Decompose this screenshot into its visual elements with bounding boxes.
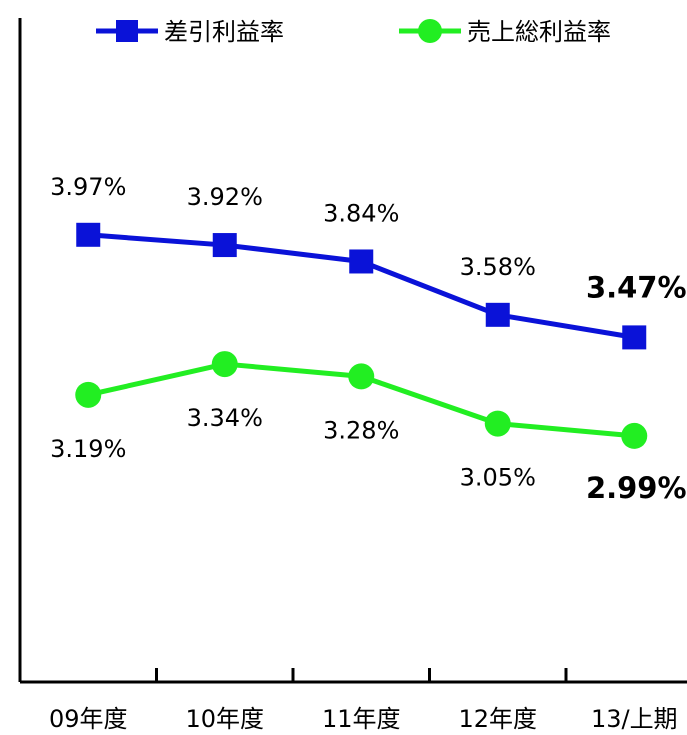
data-label: 3.84% [323,199,399,227]
x-tick-label: 11年度 [322,705,401,733]
data-label: 3.34% [187,404,263,432]
data-label: 3.58% [460,253,536,281]
legend-label: 売上総利益率 [467,18,611,46]
data-label: 3.47% [586,270,687,304]
series-1-point [211,351,238,378]
series-1-point [621,422,648,449]
data-label: 3.92% [187,183,263,211]
data-label: 3.97% [50,173,126,201]
data-label: 3.19% [50,435,126,463]
x-tick-label: 09年度 [49,705,128,733]
data-label: 3.05% [460,464,536,492]
series-0-point [622,325,647,350]
series-1-point [484,410,511,437]
legend-marker-square [116,20,138,42]
data-label: 2.99% [586,471,687,505]
x-tick-label: 13/上期 [591,705,678,733]
series-0-point [76,222,101,247]
series-1-point [348,363,375,390]
series-0-point [485,302,510,327]
x-tick-label: 10年度 [185,705,264,733]
series-0-point [349,249,374,274]
legend-label: 差引利益率 [164,18,284,46]
series-0-point [212,233,237,258]
series-1-point [75,381,102,408]
data-label: 3.28% [323,416,399,444]
x-tick-label: 12年度 [458,705,537,733]
legend-marker-circle [418,19,442,43]
